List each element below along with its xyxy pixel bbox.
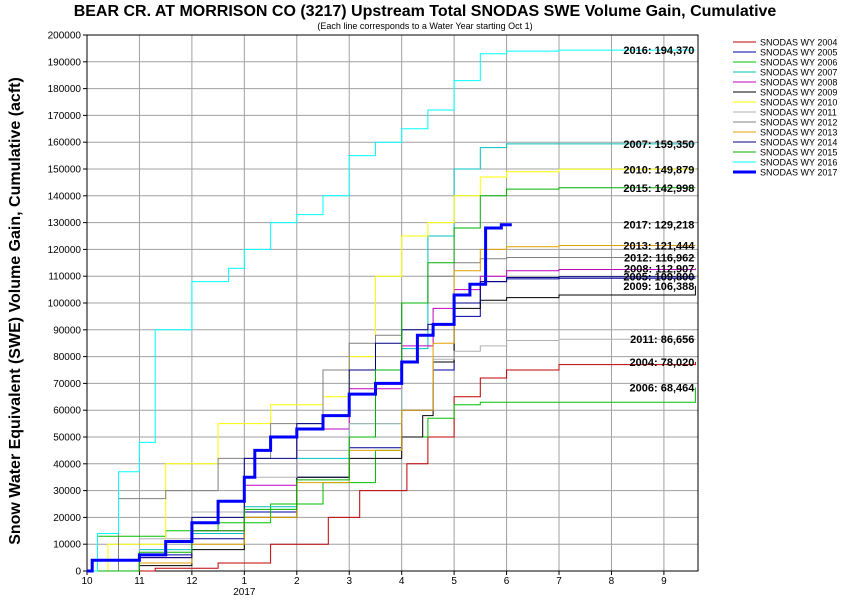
end-value-label: 2017: 129,218 bbox=[623, 220, 694, 232]
y-tick-label: 190000 bbox=[48, 57, 82, 68]
end-value-label: 2012: 116,962 bbox=[624, 253, 694, 265]
y-tick-label: 40000 bbox=[53, 459, 81, 470]
x-tick-label: 3 bbox=[346, 576, 352, 587]
y-tick-label: 150000 bbox=[48, 165, 82, 176]
legend-entry: SNODAS WY 2016 bbox=[760, 158, 837, 168]
end-value-label: 2013: 121,444 bbox=[623, 241, 695, 253]
x-tick-label: 8 bbox=[609, 576, 615, 587]
x-tick-label: 9 bbox=[661, 576, 667, 587]
y-tick-label: 120000 bbox=[48, 245, 82, 256]
end-value-label: 2009: 106,388 bbox=[623, 281, 694, 293]
series-line-6 bbox=[87, 285, 696, 572]
legend-entry: SNODAS WY 2009 bbox=[760, 88, 837, 98]
end-value-label: 2010: 149,879 bbox=[623, 164, 694, 176]
end-value-label: 2004: 78,020 bbox=[630, 357, 695, 369]
legend-entry: SNODAS WY 2017 bbox=[760, 168, 837, 178]
legend-entry: SNODAS WY 2010 bbox=[760, 98, 837, 108]
x-tick-label: 1 bbox=[242, 576, 248, 587]
series-line-1 bbox=[87, 361, 696, 572]
legend-entry: SNODAS WY 2011 bbox=[760, 108, 837, 118]
y-tick-label: 130000 bbox=[48, 218, 82, 229]
series-line-10 bbox=[87, 245, 696, 572]
series-line-5 bbox=[87, 268, 696, 572]
series-lines bbox=[87, 49, 696, 573]
legend-entry: SNODAS WY 2005 bbox=[760, 48, 837, 58]
y-tick-label: 60000 bbox=[53, 406, 81, 417]
series-line-2 bbox=[87, 277, 696, 572]
series-line-12 bbox=[87, 187, 696, 572]
y-tick-label: 80000 bbox=[53, 352, 81, 363]
y-tick-label: 50000 bbox=[53, 433, 81, 444]
y-tick-label: 90000 bbox=[53, 325, 81, 336]
x-year-label: 2017 bbox=[233, 587, 256, 598]
series-line-9 bbox=[87, 257, 696, 572]
x-tick-label: 5 bbox=[451, 576, 457, 587]
legend-entry: SNODAS WY 2008 bbox=[760, 78, 837, 88]
end-value-label: 2005: 109,800 bbox=[623, 272, 694, 284]
legend-entry: SNODAS WY 2015 bbox=[760, 148, 837, 158]
legend-entry: SNODAS WY 2004 bbox=[760, 38, 837, 48]
y-tick-label: 20000 bbox=[53, 513, 81, 524]
x-tick-label: 6 bbox=[504, 576, 510, 587]
end-value-label: 2006: 68,464 bbox=[630, 383, 696, 395]
series-line-8 bbox=[87, 338, 696, 572]
x-tick-label: 7 bbox=[556, 576, 562, 587]
legend-entry: SNODAS WY 2007 bbox=[760, 68, 837, 78]
series-line-3 bbox=[87, 387, 696, 572]
y-tick-label: 200000 bbox=[48, 31, 82, 42]
legend-entry: SNODAS WY 2014 bbox=[760, 138, 837, 148]
end-value-label: 2011: 86,656 bbox=[630, 334, 694, 346]
chart-subtitle: (Each line corresponds to a Water Year s… bbox=[317, 21, 532, 31]
y-tick-label: 140000 bbox=[48, 191, 82, 202]
end-value-label: 2008: 112,907 bbox=[624, 263, 694, 275]
y-tick-label: 170000 bbox=[48, 111, 82, 122]
x-tick-label: 2 bbox=[294, 576, 300, 587]
y-tick-label: 160000 bbox=[48, 138, 82, 149]
legend-entry: SNODAS WY 2012 bbox=[760, 118, 837, 128]
end-value-label: 2007: 159,350 bbox=[623, 139, 694, 151]
y-axis: 0 10000 20000 30000 40000 50000 60000 70000 8000… bbox=[48, 31, 87, 578]
x-tick-label: 12 bbox=[186, 576, 198, 587]
y-tick-label: 100000 bbox=[48, 299, 82, 310]
x-tick-label: 10 bbox=[81, 576, 93, 587]
legend-entry: SNODAS WY 2006 bbox=[760, 58, 837, 68]
series-line-14 bbox=[87, 223, 512, 573]
grid bbox=[86, 34, 698, 572]
y-tick-label: 0 bbox=[75, 567, 81, 578]
series-line-4 bbox=[87, 143, 696, 572]
annotations: 2016: 194,370 2007: 159,350 2010: 149,879 2… bbox=[623, 45, 695, 394]
y-tick-label: 30000 bbox=[53, 486, 81, 497]
y-tick-label: 70000 bbox=[53, 379, 81, 390]
y-tick-label: 110000 bbox=[48, 272, 81, 283]
series-line-7 bbox=[87, 168, 696, 572]
y-tick-label: 10000 bbox=[53, 540, 81, 551]
x-tick-label: 4 bbox=[399, 576, 405, 587]
end-value-label: 2015: 142,998 bbox=[623, 183, 694, 195]
end-value-label: 2016: 194,370 bbox=[623, 45, 694, 57]
x-tick-label: 11 bbox=[134, 576, 145, 587]
legend-entry: SNODAS WY 2013 bbox=[760, 128, 837, 138]
y-axis-label: Snow Water Equivalent (SWE) Volume Gain,… bbox=[7, 77, 24, 545]
series-line-13 bbox=[87, 49, 696, 572]
chart-title: BEAR CR. AT MORRISON CO (3217) Upstream … bbox=[74, 3, 777, 20]
y-tick-label: 180000 bbox=[48, 84, 82, 95]
